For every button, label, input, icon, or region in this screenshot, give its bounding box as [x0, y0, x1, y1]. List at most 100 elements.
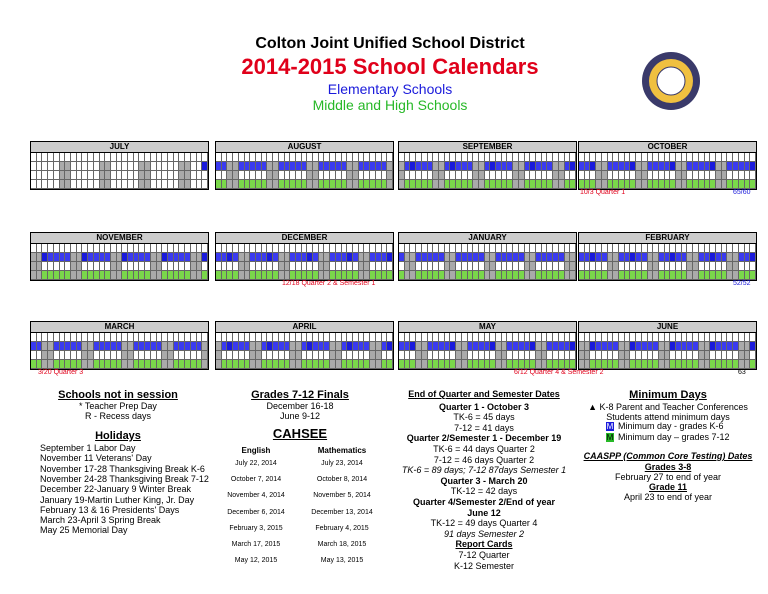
- day-cell: [590, 244, 597, 253]
- exam-date: February 4, 2015: [315, 524, 369, 532]
- day-cell: [216, 342, 222, 351]
- day-cell: [399, 262, 405, 271]
- day-cell: [564, 360, 571, 369]
- day-cell: [467, 262, 474, 271]
- day-cell: [658, 342, 665, 351]
- day-cell: [547, 271, 554, 280]
- day-cell: [733, 244, 739, 253]
- day-cell: [461, 180, 468, 189]
- day-grid: [399, 153, 576, 189]
- day-cell: [290, 180, 296, 189]
- day-cell: [733, 351, 739, 360]
- day-cell: [478, 333, 485, 342]
- day-cell: [433, 253, 439, 262]
- day-cell: [284, 342, 291, 351]
- day-cell: [244, 153, 251, 162]
- day-cell: [370, 180, 376, 189]
- section-title: Grades 7-12 Finals: [251, 389, 349, 401]
- day-cell: [250, 162, 256, 171]
- day-cell: [173, 342, 180, 351]
- day-cell: [278, 153, 285, 162]
- day-cell: [295, 180, 302, 189]
- day-cell: [375, 244, 382, 253]
- day-grid: [579, 153, 756, 189]
- day-cell: [399, 333, 405, 342]
- day-cell: [698, 171, 705, 180]
- day-cell: [93, 351, 100, 360]
- day-cell: [65, 342, 71, 351]
- day-cell: [687, 342, 694, 351]
- day-cell: [456, 271, 462, 280]
- day-cell: [301, 253, 308, 262]
- day-cell: [547, 153, 554, 162]
- item: Minimum day – grades 7-12: [618, 432, 730, 442]
- day-cell: [687, 162, 694, 171]
- day-cell: [48, 342, 54, 351]
- day-cell: [99, 153, 106, 162]
- day-cell: [733, 333, 739, 342]
- day-cell: [530, 153, 537, 162]
- day-cell: [693, 244, 699, 253]
- day-cell: [716, 253, 722, 262]
- day-cell: [255, 333, 262, 342]
- day-cell: [31, 244, 37, 253]
- day-cell: [547, 244, 554, 253]
- day-cell: [70, 262, 77, 271]
- day-cell: [335, 342, 342, 351]
- legend-row: M Minimum day – grades 7-12: [606, 432, 730, 442]
- day-cell: [727, 262, 734, 271]
- day-cell: [570, 162, 576, 171]
- day-cell: [721, 360, 728, 369]
- day-cell: [185, 271, 191, 280]
- day-cell: [564, 351, 571, 360]
- day-cell: [145, 253, 151, 262]
- day-cell: [444, 360, 451, 369]
- day-cell: [156, 253, 163, 262]
- day-cell: [473, 351, 479, 360]
- day-cell: [744, 180, 751, 189]
- day-cell: [290, 262, 296, 271]
- day-cell: [427, 180, 434, 189]
- day-cell: [295, 351, 302, 360]
- day-cell: [375, 262, 382, 271]
- day-cell: [438, 271, 445, 280]
- day-cell: [444, 162, 451, 171]
- day-cell: [42, 360, 49, 369]
- day-cell: [313, 171, 319, 180]
- day-cell: [496, 171, 502, 180]
- day-cell: [664, 171, 671, 180]
- day-cell: [558, 262, 565, 271]
- day-cell: [150, 180, 157, 189]
- day-cell: [278, 180, 285, 189]
- section-title: CAHSEE: [272, 426, 328, 441]
- day-cell: [93, 262, 100, 271]
- day-cell: [607, 171, 614, 180]
- day-cell: [716, 162, 722, 171]
- day-cell: [624, 271, 631, 280]
- day-cell: [530, 180, 537, 189]
- day-cell: [670, 153, 677, 162]
- day-cell: [139, 162, 146, 171]
- day-cell: [636, 262, 642, 271]
- day-cell: [579, 153, 585, 162]
- day-cell: [244, 360, 251, 369]
- day-cell: [341, 333, 348, 342]
- day-cell: [324, 253, 331, 262]
- day-cell: [524, 171, 531, 180]
- day-cell: [590, 262, 597, 271]
- day-cell: [553, 342, 559, 351]
- day-cell: [133, 262, 140, 271]
- day-cell: [70, 253, 77, 262]
- day-cell: [88, 351, 94, 360]
- day-cell: [227, 180, 234, 189]
- day-cell: [278, 351, 285, 360]
- day-cell: [65, 244, 71, 253]
- day-cell: [324, 244, 331, 253]
- day-cell: [584, 171, 591, 180]
- day-cell: [261, 244, 268, 253]
- month-title: JANUARY: [399, 233, 576, 244]
- day-cell: [681, 271, 688, 280]
- day-cell: [584, 180, 591, 189]
- day-cell: [490, 351, 497, 360]
- day-cell: [750, 262, 756, 271]
